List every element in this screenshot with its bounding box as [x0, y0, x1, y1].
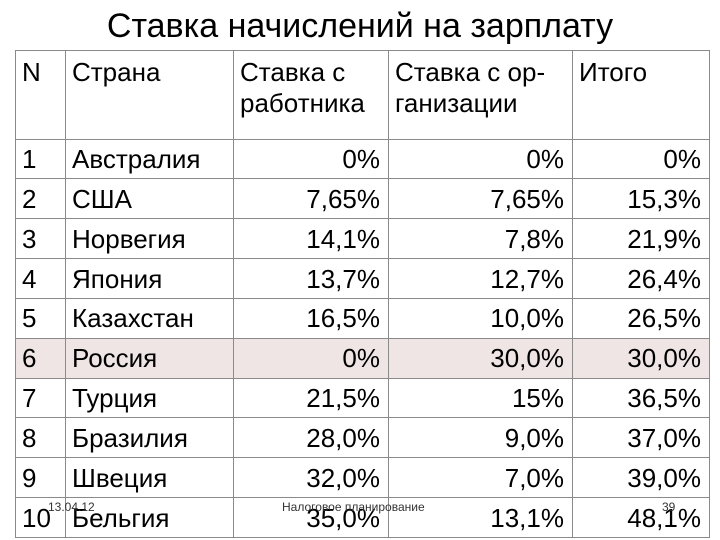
table-row: 10 Бельгия 35,0% 13,1% 48,1%: [15, 497, 710, 538]
row-country: Норвегия: [65, 218, 234, 260]
header-employer-rate: Ставка с ор- ганизации: [388, 50, 573, 140]
row-country: Япония: [65, 258, 234, 299]
row-country: Бельгия: [65, 497, 234, 538]
row-country: Швеция: [65, 457, 234, 499]
row-total: 0%: [572, 138, 710, 180]
row-country: Казахстан: [65, 297, 234, 339]
row-total: 26,5%: [572, 297, 710, 339]
row-number: 3: [15, 218, 66, 260]
row-employer-rate: 9,0%: [388, 417, 573, 459]
row-employee-rate: 0%: [233, 138, 389, 180]
footer-title: Налоговое планирование: [282, 500, 425, 514]
row-country: Россия: [65, 337, 234, 379]
row-employee-rate: 32,0%: [233, 457, 389, 499]
row-total: 48,1%: [572, 497, 710, 538]
header-employee-line-1: Ставка с: [240, 57, 346, 87]
row-employer-rate: 10,0%: [388, 297, 573, 339]
row-number: 8: [15, 417, 66, 459]
row-number: 5: [15, 297, 66, 339]
header-employer-line-1: Ставка с ор-: [395, 57, 546, 87]
tax-rate-table: N Страна Ставка с работника Ставка с ор-…: [15, 50, 710, 538]
footer-page-number: 39: [662, 500, 676, 514]
header-total: Итого: [572, 50, 710, 140]
row-total: 30,0%: [572, 337, 710, 379]
row-total: 15,3%: [572, 178, 710, 220]
row-employee-rate: 0%: [233, 337, 389, 379]
row-employer-rate: 30,0%: [388, 337, 573, 379]
row-employer-rate: 7,0%: [388, 457, 573, 499]
row-number: 4: [15, 258, 66, 299]
row-number: 7: [15, 377, 66, 419]
row-employer-rate: 7,8%: [388, 218, 573, 260]
row-country: Австралия: [65, 138, 234, 180]
row-employee-rate: 7,65%: [233, 178, 389, 220]
row-total: 37,0%: [572, 417, 710, 459]
header-employee-rate: Ставка с работника: [233, 50, 389, 140]
header-n: N: [15, 50, 66, 140]
table-row: 2 США 7,65% 7,65% 15,3%: [15, 178, 710, 220]
row-employer-rate: 7,65%: [388, 178, 573, 220]
table-row-highlighted: 6 Россия 0% 30,0% 30,0%: [15, 337, 710, 379]
table-row: 7 Турция 21,5% 15% 36,5%: [15, 377, 710, 419]
header-employee-line-2: работника: [240, 88, 365, 118]
footer-date: 13.04.12: [48, 500, 95, 514]
row-employee-rate: 13,7%: [233, 258, 389, 299]
row-employer-rate: 15%: [388, 377, 573, 419]
row-total: 26,4%: [572, 258, 710, 299]
table-row: 5 Казахстан 16,5% 10,0% 26,5%: [15, 297, 710, 339]
row-country: Бразилия: [65, 417, 234, 459]
row-number: 9: [15, 457, 66, 499]
row-employee-rate: 21,5%: [233, 377, 389, 419]
row-employee-rate: 14,1%: [233, 218, 389, 260]
table-row: 1 Австралия 0% 0% 0%: [15, 138, 710, 180]
row-country: США: [65, 178, 234, 220]
row-total: 36,5%: [572, 377, 710, 419]
row-employer-rate: 12,7%: [388, 258, 573, 299]
table-row: 4 Япония 13,7% 12,7% 26,4%: [15, 258, 710, 299]
slide-title: Ставка начислений на зарплату: [106, 7, 614, 45]
row-total: 21,9%: [572, 218, 710, 260]
table-header-row: N Страна Ставка с работника Ставка с ор-…: [15, 50, 710, 140]
row-number: 10: [15, 497, 66, 538]
row-total: 39,0%: [572, 457, 710, 499]
row-employer-rate: 0%: [388, 138, 573, 180]
row-country: Турция: [65, 377, 234, 419]
row-employer-rate: 13,1%: [388, 497, 573, 538]
table-row: 3 Норвегия 14,1% 7,8% 21,9%: [15, 218, 710, 260]
row-employee-rate: 28,0%: [233, 417, 389, 459]
row-employee-rate: 35,0%: [233, 497, 389, 538]
header-employer-line-2: ганизации: [395, 88, 518, 118]
table-row: 8 Бразилия 28,0% 9,0% 37,0%: [15, 417, 710, 459]
row-number: 1: [15, 138, 66, 180]
header-country: Страна: [65, 50, 234, 140]
row-number: 6: [15, 337, 66, 379]
row-employee-rate: 16,5%: [233, 297, 389, 339]
table-row: 9 Швеция 32,0% 7,0% 39,0%: [15, 457, 710, 499]
row-number: 2: [15, 178, 66, 220]
